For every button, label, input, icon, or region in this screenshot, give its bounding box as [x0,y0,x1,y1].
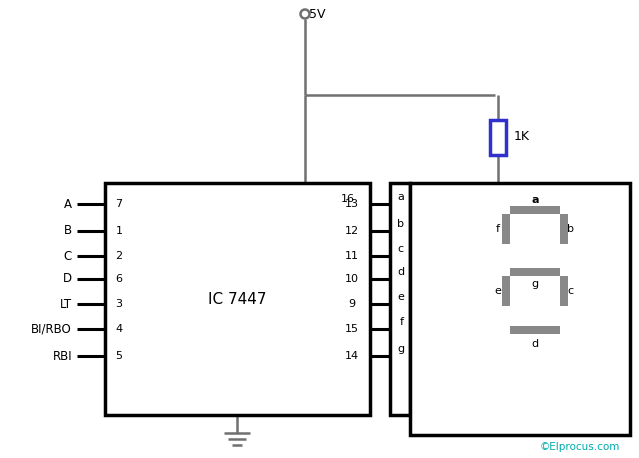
Text: BI/RBO: BI/RBO [31,322,72,336]
Text: 6: 6 [116,274,123,284]
Text: 13: 13 [345,199,359,209]
Bar [510,206,560,214]
Text: c: c [567,286,573,296]
Text: 5V: 5V [309,7,325,21]
Text: e: e [495,286,502,296]
Text: 10: 10 [417,351,431,361]
Text: 4: 4 [116,324,123,334]
Text: d: d [532,339,539,349]
Text: d: d [397,267,404,277]
Text: 14: 14 [345,351,359,361]
Text: a: a [531,195,539,205]
Bar [502,276,510,306]
Text: f: f [400,317,404,327]
Text: 15: 15 [345,324,359,334]
Text: 1: 1 [116,226,123,236]
Text: 2: 2 [420,274,427,284]
Text: 9: 9 [420,324,427,334]
Text: B: B [64,224,72,238]
Bar [390,183,410,415]
Text: C: C [64,250,72,262]
Bar [410,183,630,435]
Text: g: g [532,279,539,289]
Text: 7: 7 [420,199,427,209]
Bar [105,183,370,415]
Bar [510,326,560,334]
Text: 16: 16 [341,194,355,204]
Bar [560,276,568,306]
Text: ©Elprocus.com: ©Elprocus.com [539,442,620,452]
Text: 9: 9 [348,299,355,309]
Text: a: a [397,192,404,202]
Bar [510,268,560,276]
Text: b: b [567,224,573,234]
Text: A: A [64,197,72,211]
Text: D: D [63,273,72,285]
Text: 5: 5 [116,351,123,361]
Text: 12: 12 [345,226,359,236]
Text: b: b [397,219,404,229]
Text: g: g [397,344,404,354]
Text: f: f [496,224,500,234]
Text: 3: 3 [116,299,123,309]
Text: 11: 11 [345,251,359,261]
Text: LT: LT [60,298,72,311]
Text: c: c [398,244,404,254]
Bar [490,120,506,155]
Text: e: e [397,292,404,302]
Text: 7: 7 [116,199,123,209]
Text: RBI: RBI [52,349,72,362]
Text: 6: 6 [420,226,427,236]
Text: 4: 4 [420,251,427,261]
Text: 2: 2 [116,251,123,261]
Bar [502,214,510,244]
Text: 10: 10 [345,274,359,284]
Text: IC 7447: IC 7447 [208,291,266,306]
Text: 1K: 1K [514,131,530,143]
Bar [560,214,568,244]
Text: 1: 1 [420,299,427,309]
